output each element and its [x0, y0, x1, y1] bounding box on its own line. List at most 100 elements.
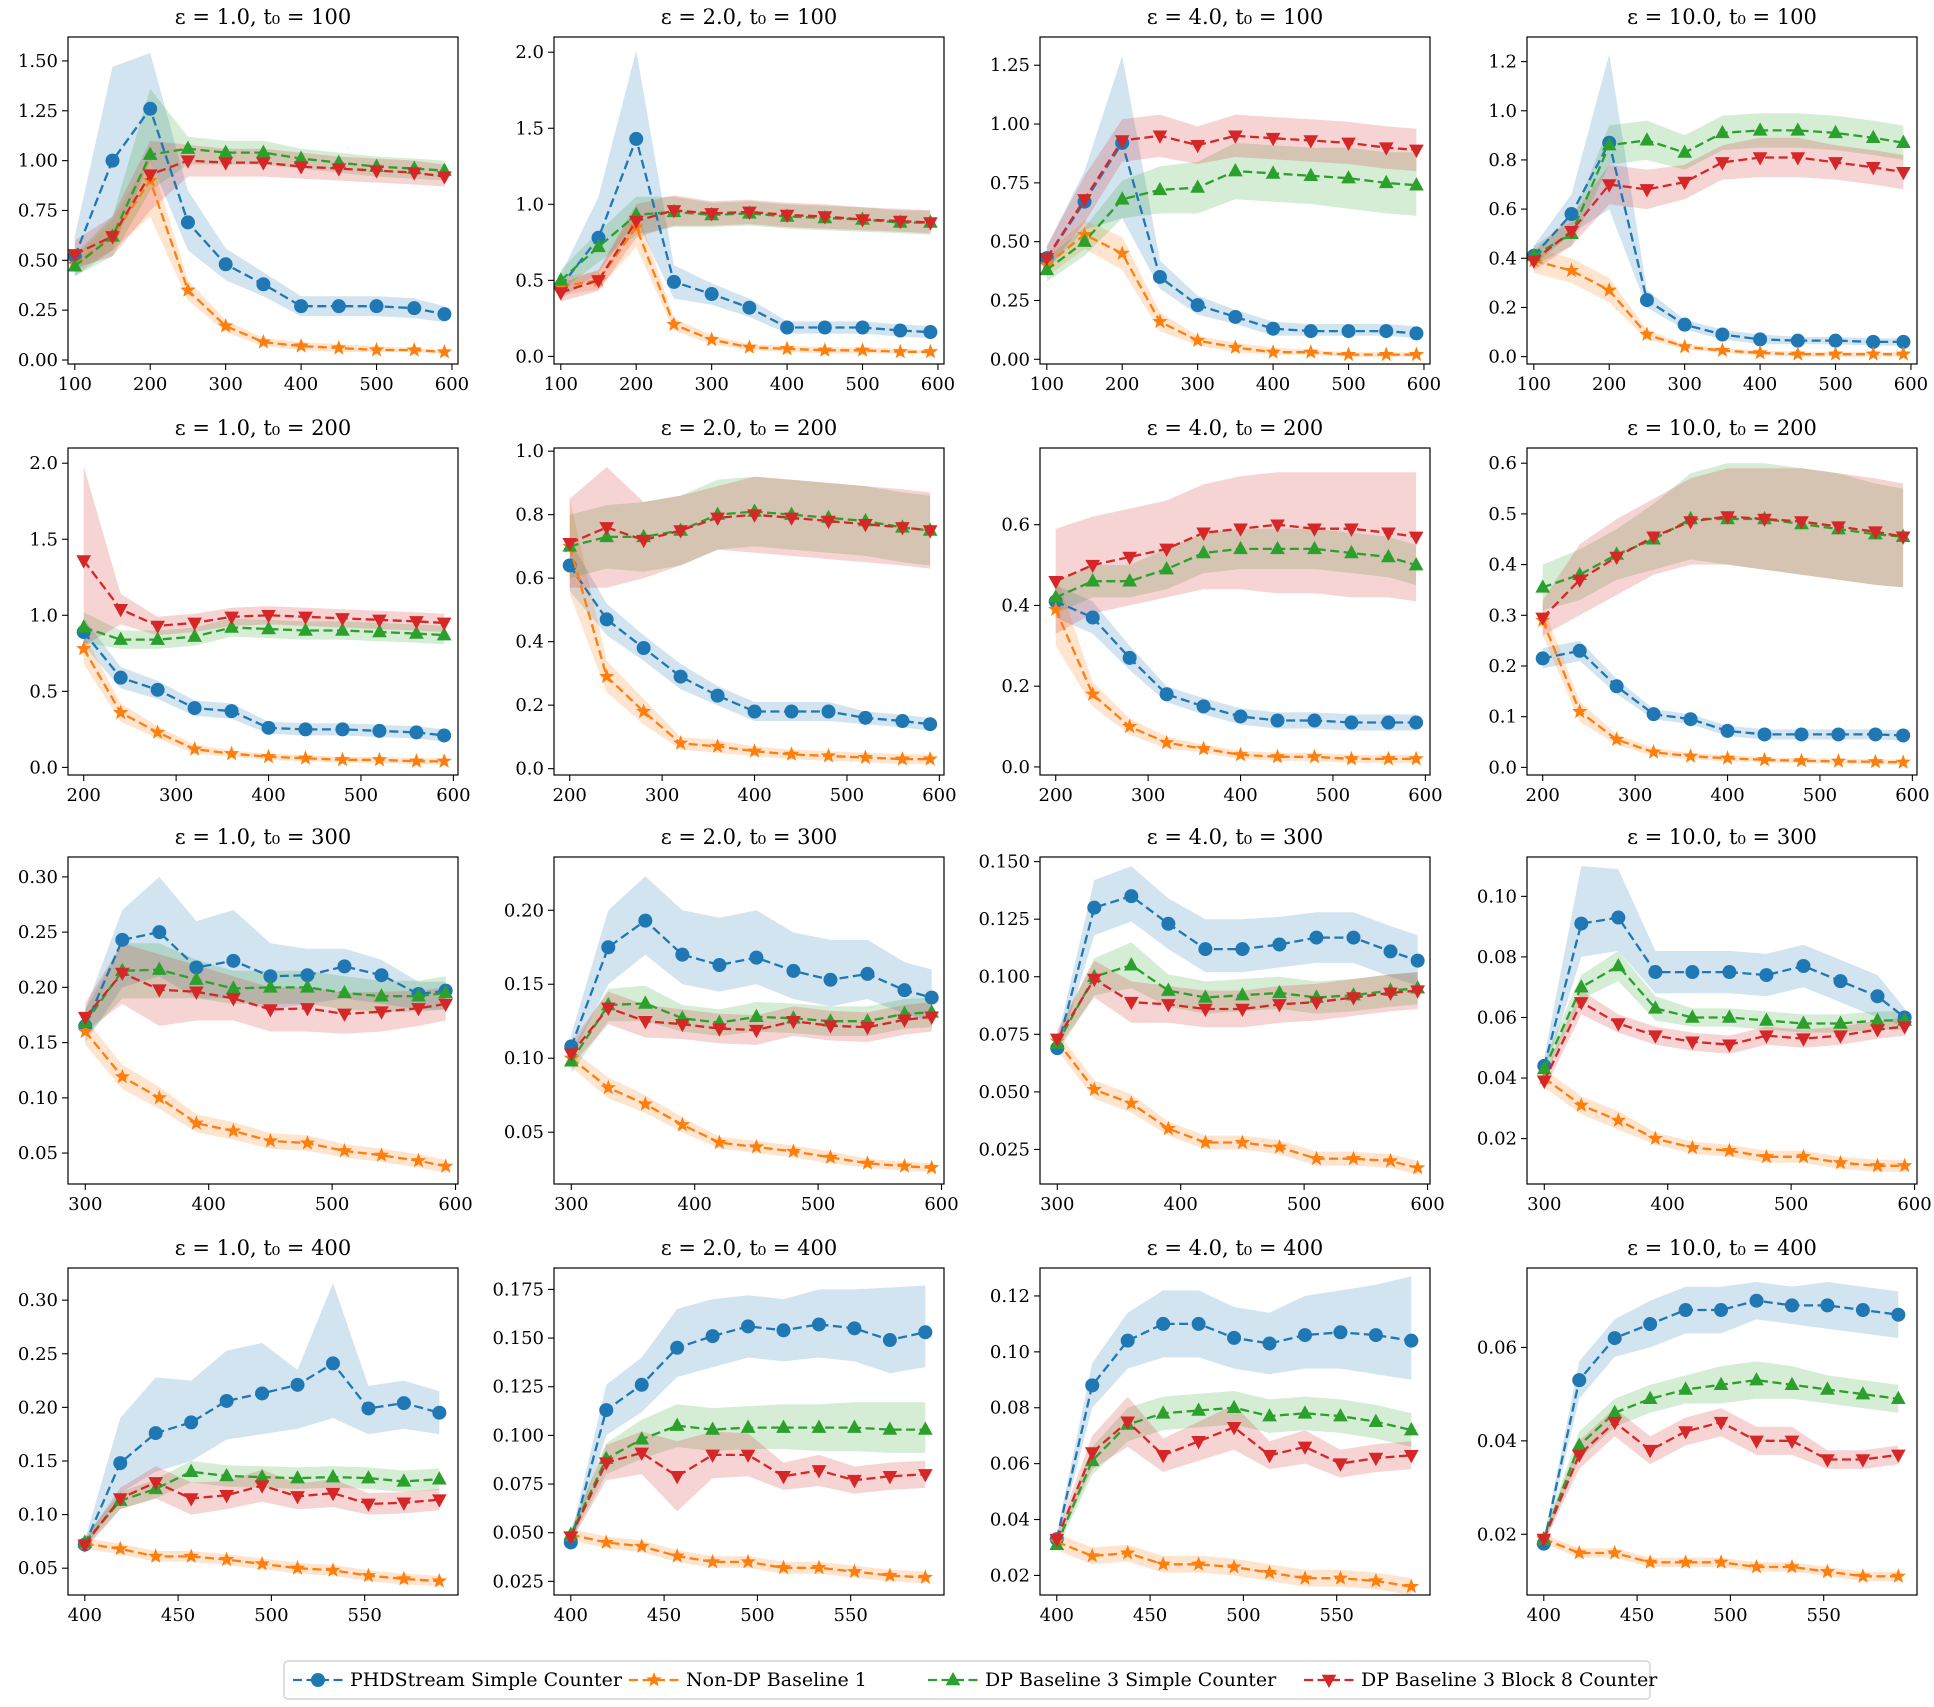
point-non-dp-baseline-1	[368, 342, 385, 357]
point-dp-baseline-3-block-8-counter	[1265, 132, 1281, 147]
point-phdstream-simple-counter	[1344, 715, 1359, 730]
point-dp-baseline-3-block-8-counter	[1896, 166, 1911, 181]
point-non-dp-baseline-1	[371, 751, 388, 767]
point-dp-baseline-3-block-8-counter	[1344, 523, 1359, 537]
point-dp-baseline-3-block-8-counter	[704, 208, 720, 222]
plot-area	[77, 1283, 447, 1588]
point-dp-baseline-3-block-8-counter	[1601, 179, 1617, 193]
y-tick-label: 0.20	[18, 1397, 58, 1418]
y-tick-label: 0.0	[1001, 757, 1030, 778]
x-tick-label: 400	[1256, 374, 1290, 395]
point-phdstream-simple-counter	[895, 714, 910, 729]
y-tick-label: 0.150	[492, 1328, 544, 1349]
x-tick-label: 300	[1180, 374, 1214, 395]
point-phdstream-simple-counter	[1227, 1330, 1242, 1345]
point-dp-baseline-3-block-8-counter	[1191, 1436, 1206, 1450]
axes-frame	[1039, 36, 1431, 365]
x-tick-label: 300	[68, 1194, 102, 1215]
point-dp-baseline-3-simple-counter	[436, 627, 452, 641]
point-phdstream-simple-counter	[369, 299, 384, 314]
plot-area	[1536, 1282, 1906, 1583]
point-phdstream-simple-counter	[113, 1456, 128, 1471]
x-tick-label: 600	[1408, 785, 1442, 806]
axes-frame	[553, 36, 945, 365]
point-dp-baseline-3-simple-counter	[1607, 1404, 1623, 1419]
panel-title: ε = 2.0, t₀ = 100	[661, 5, 837, 29]
point-dp-baseline-3-block-8-counter	[637, 1015, 653, 1030]
point-non-dp-baseline-1	[1639, 326, 1655, 341]
point-non-dp-baseline-1	[219, 1551, 235, 1567]
point-dp-baseline-3-block-8-counter	[742, 206, 757, 220]
point-phdstream-simple-counter	[1266, 321, 1281, 336]
point-dp-baseline-3-block-8-counter	[1677, 176, 1693, 191]
y-tick-label: 0.25	[18, 300, 58, 321]
point-phdstream-simple-counter	[1122, 650, 1137, 665]
point-phdstream-simple-counter	[1120, 1333, 1135, 1348]
y-tick-label: 1.2	[1488, 52, 1517, 73]
point-non-dp-baseline-1	[1563, 262, 1580, 278]
point-non-dp-baseline-1	[1368, 1573, 1384, 1588]
plot-area	[77, 876, 454, 1173]
axes-frame	[553, 856, 945, 1185]
point-non-dp-baseline-1	[436, 753, 452, 768]
point-dp-baseline-3-block-8-counter	[1865, 162, 1881, 176]
point-dp-baseline-3-simple-counter	[749, 1008, 764, 1023]
point-dp-baseline-3-simple-counter	[1233, 540, 1248, 555]
point-non-dp-baseline-1	[223, 745, 240, 761]
point-dp-baseline-3-block-8-counter	[436, 617, 452, 631]
point-dp-baseline-3-simple-counter	[1639, 132, 1655, 146]
panel-title: ε = 4.0, t₀ = 200	[1147, 416, 1323, 440]
panel-title: ε = 10.0, t₀ = 100	[1627, 5, 1817, 29]
point-phdstream-simple-counter	[187, 701, 202, 716]
point-dp-baseline-3-simple-counter	[224, 619, 239, 633]
point-phdstream-simple-counter	[396, 1396, 411, 1411]
point-dp-baseline-3-block-8-counter	[924, 1011, 940, 1025]
line-dp-baseline-3-block-8-counter	[1055, 1420, 1412, 1540]
y-tick-label: 0.05	[18, 1143, 58, 1164]
y-tick-label: 0.08	[1477, 947, 1517, 968]
legend: PHDStream Simple Counter Non-DP Baseline …	[283, 1660, 1658, 1700]
line-phdstream-simple-counter	[1542, 1299, 1899, 1544]
x-tick-label: 400	[737, 785, 771, 806]
legend-item-non-dp-baseline-1: Non-DP Baseline 1	[629, 1669, 867, 1691]
point-dp-baseline-3-simple-counter	[411, 988, 426, 1002]
point-phdstream-simple-counter	[747, 704, 762, 719]
point-non-dp-baseline-1	[1573, 1097, 1589, 1112]
point-dp-baseline-3-block-8-counter	[1648, 1030, 1663, 1044]
point-dp-baseline-3-block-8-counter	[374, 1006, 389, 1020]
point-dp-baseline-3-block-8-counter	[369, 165, 384, 179]
point-phdstream-simple-counter	[1714, 1303, 1729, 1318]
point-dp-baseline-3-block-8-counter	[218, 157, 234, 171]
band-dp-baseline-3-block-8-counter	[74, 140, 445, 269]
point-non-dp-baseline-1	[299, 1135, 316, 1150]
point-dp-baseline-3-simple-counter	[1085, 573, 1101, 587]
point-non-dp-baseline-1	[674, 1116, 690, 1132]
point-non-dp-baseline-1	[188, 1115, 204, 1130]
point-phdstream-simple-counter	[1722, 965, 1737, 980]
point-dp-baseline-3-simple-counter	[1381, 548, 1396, 563]
point-non-dp-baseline-1	[262, 1132, 279, 1148]
point-phdstream-simple-counter	[1720, 723, 1735, 738]
point-non-dp-baseline-1	[917, 1569, 933, 1584]
point-phdstream-simple-counter	[1087, 900, 1102, 915]
point-dp-baseline-3-block-8-counter	[105, 231, 120, 245]
point-dp-baseline-3-simple-counter	[1307, 540, 1322, 555]
y-tick-label: 0.04	[1477, 1068, 1517, 1089]
point-dp-baseline-3-block-8-counter	[705, 1449, 720, 1463]
point-dp-baseline-3-block-8-counter	[1040, 252, 1055, 267]
point-dp-baseline-3-block-8-counter	[1120, 1416, 1136, 1430]
point-non-dp-baseline-1	[431, 1573, 447, 1588]
point-non-dp-baseline-1	[637, 1096, 653, 1111]
y-tick-label: 0.04	[1477, 1431, 1517, 1452]
point-dp-baseline-3-block-8-counter	[1833, 1030, 1848, 1044]
point-dp-baseline-3-simple-counter	[218, 144, 234, 158]
x-tick-label: 500	[359, 374, 393, 395]
point-non-dp-baseline-1	[922, 343, 939, 359]
band-dp-baseline-3-block-8-counter	[1543, 1408, 1899, 1544]
panel-title: ε = 2.0, t₀ = 400	[661, 1236, 837, 1260]
panel-6: ε = 2.0, t₀ = 200 200 300 400 500 600 0.0 0.2 0.…	[515, 416, 956, 806]
y-tick-label: 1.25	[990, 55, 1030, 76]
point-phdstream-simple-counter	[325, 1356, 340, 1371]
point-phdstream-simple-counter	[407, 301, 422, 316]
